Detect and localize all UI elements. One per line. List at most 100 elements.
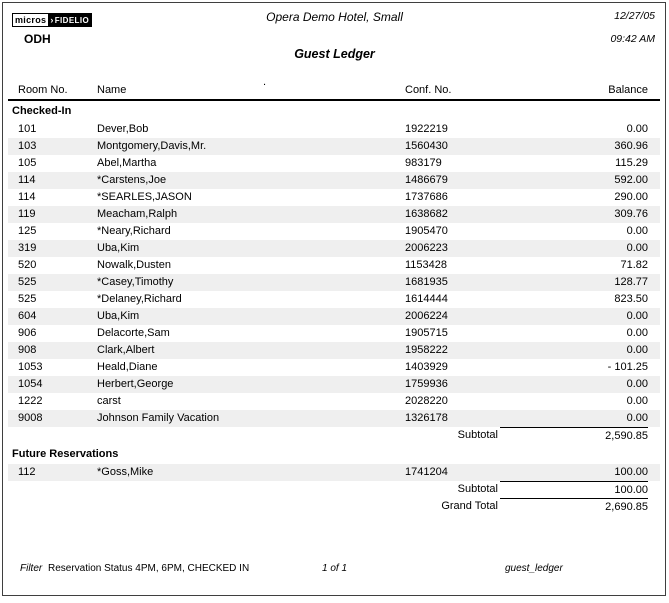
conf-cell: 1486679 xyxy=(405,174,448,186)
room-cell: 119 xyxy=(18,208,36,220)
balance-cell: 128.77 xyxy=(614,276,648,288)
total-value: 100.00 xyxy=(500,481,648,498)
room-cell: 319 xyxy=(18,242,37,254)
room-cell: 908 xyxy=(18,344,37,356)
report-time: 09:42 AM xyxy=(610,33,655,45)
room-cell: 520 xyxy=(18,259,37,271)
table-row: 906 Delacorte,Sam 1905715 0.00 xyxy=(8,325,660,342)
room-cell: 125 xyxy=(18,225,37,237)
conf-cell: 1958222 xyxy=(405,344,448,356)
balance-cell: 0.00 xyxy=(626,123,648,135)
balance-cell: 100.00 xyxy=(614,466,648,478)
room-cell: 1054 xyxy=(18,378,43,390)
conf-cell: 1905715 xyxy=(405,327,448,339)
balance-cell: 0.00 xyxy=(626,395,648,407)
name-cell: *Casey,Timothy xyxy=(97,276,174,288)
room-cell: 1053 xyxy=(18,361,43,373)
table-row: 604 Uba,Kim 2006224 0.00 xyxy=(8,308,660,325)
name-cell: Heald,Diane xyxy=(97,361,158,373)
room-cell: 604 xyxy=(18,310,37,322)
total-label: Grand Total xyxy=(441,500,498,512)
table-row: 9008 Johnson Family Vacation 1326178 0.0… xyxy=(8,410,660,427)
balance-cell: 290.00 xyxy=(614,191,648,203)
conf-cell: 1153428 xyxy=(405,259,448,271)
conf-cell: 1614444 xyxy=(405,293,448,305)
column-header-balance: Balance xyxy=(608,84,648,96)
logo-arrow-icon: › xyxy=(50,15,54,25)
name-cell: *SEARLES,JASON xyxy=(97,191,192,203)
table-row: 1222 carst 2028220 0.00 xyxy=(8,393,660,410)
table-row: 1053 Heald,Diane 1403929 - 101.25 xyxy=(8,359,660,376)
micros-fidelio-logo: micros › FIDELIO xyxy=(12,13,93,27)
table-row: 103 Montgomery,Davis,Mr. 1560430 360.96 xyxy=(8,138,660,155)
filter-label: Filter xyxy=(20,563,43,574)
table-row: 520 Nowalk,Dusten 1153428 71.82 xyxy=(8,257,660,274)
name-cell: Clark,Albert xyxy=(97,344,155,356)
room-cell: 525 xyxy=(18,276,37,288)
total-value: 2,590.85 xyxy=(500,427,648,444)
report-file-name: guest_ledger xyxy=(505,563,563,574)
report-footer: 1 of 1 Filter Reservation Status 4PM, 6P… xyxy=(0,563,669,577)
table-row: 125 *Neary,Richard 1905470 0.00 xyxy=(8,223,660,240)
total-label: Subtotal xyxy=(457,429,498,441)
balance-cell: 0.00 xyxy=(626,412,648,424)
table-row: 101 Dever,Bob 1922219 0.00 xyxy=(8,121,660,138)
balance-cell: 0.00 xyxy=(626,225,648,237)
table-row: 319 Uba,Kim 2006223 0.00 xyxy=(8,240,660,257)
page-number: 1 of 1 xyxy=(321,563,348,574)
ledger-body: Checked-In 101 Dever,Bob 1922219 0.00 10… xyxy=(8,101,660,515)
name-cell: Johnson Family Vacation xyxy=(97,412,220,424)
room-cell: 114 xyxy=(18,191,36,203)
room-cell: 105 xyxy=(18,157,37,169)
balance-cell: 0.00 xyxy=(626,327,648,339)
name-cell: *Neary,Richard xyxy=(97,225,171,237)
section-heading: Future Reservations xyxy=(12,448,119,460)
room-cell: 9008 xyxy=(18,412,43,424)
name-cell: Abel,Martha xyxy=(97,157,157,169)
name-cell: Nowalk,Dusten xyxy=(97,259,171,271)
total-row: Subtotal 2,590.85 xyxy=(8,427,660,444)
table-row: 119 Meacham,Ralph 1638682 309.76 xyxy=(8,206,660,223)
conf-cell: 1681935 xyxy=(405,276,448,288)
balance-cell: 0.00 xyxy=(626,344,648,356)
balance-cell: 360.96 xyxy=(614,140,648,152)
column-header-name: Name xyxy=(97,84,127,96)
conf-cell: 1638682 xyxy=(405,208,448,220)
column-header-room: Room No. xyxy=(18,84,68,96)
table-row: 112 *Goss,Mike 1741204 100.00 xyxy=(8,464,660,481)
table-row: 1054 Herbert,George 1759936 0.00 xyxy=(8,376,660,393)
name-cell: *Carstens,Joe xyxy=(97,174,167,186)
balance-cell: 0.00 xyxy=(626,378,648,390)
table-row: 525 *Casey,Timothy 1681935 128.77 xyxy=(8,274,660,291)
conf-cell: 1922219 xyxy=(405,123,448,135)
room-cell: 906 xyxy=(18,327,37,339)
name-cell: Uba,Kim xyxy=(97,310,140,322)
total-value: 2,690.85 xyxy=(500,498,648,515)
column-headers: Room No. Name Conf. No. Balance xyxy=(8,82,660,98)
table-row: 114 *SEARLES,JASON 1737686 290.00 xyxy=(8,189,660,206)
conf-cell: 1560430 xyxy=(405,140,448,152)
name-cell: *Delaney,Richard xyxy=(97,293,182,305)
conf-cell: 2028220 xyxy=(405,395,448,407)
conf-cell: 983179 xyxy=(405,157,442,169)
table-row: 105 Abel,Martha 983179 115.29 xyxy=(8,155,660,172)
conf-cell: 1905470 xyxy=(405,225,448,237)
name-cell: carst xyxy=(97,395,121,407)
name-cell: Uba,Kim xyxy=(97,242,140,254)
conf-cell: 2006223 xyxy=(405,242,448,254)
name-cell: Herbert,George xyxy=(97,378,174,390)
total-row: Subtotal 100.00 xyxy=(8,481,660,498)
name-cell: *Goss,Mike xyxy=(97,466,154,478)
balance-cell: 0.00 xyxy=(626,242,648,254)
conf-cell: 1741204 xyxy=(405,466,448,478)
table-row: 908 Clark,Albert 1958222 0.00 xyxy=(8,342,660,359)
balance-cell: 823.50 xyxy=(614,293,648,305)
stray-mark: . xyxy=(263,76,267,88)
balance-cell: - 101.25 xyxy=(607,361,648,373)
name-cell: Dever,Bob xyxy=(97,123,149,135)
room-cell: 525 xyxy=(18,293,37,305)
conf-cell: 2006224 xyxy=(405,310,448,322)
logo-fidelio-box: › FIDELIO xyxy=(49,13,93,27)
balance-cell: 115.29 xyxy=(615,157,648,169)
